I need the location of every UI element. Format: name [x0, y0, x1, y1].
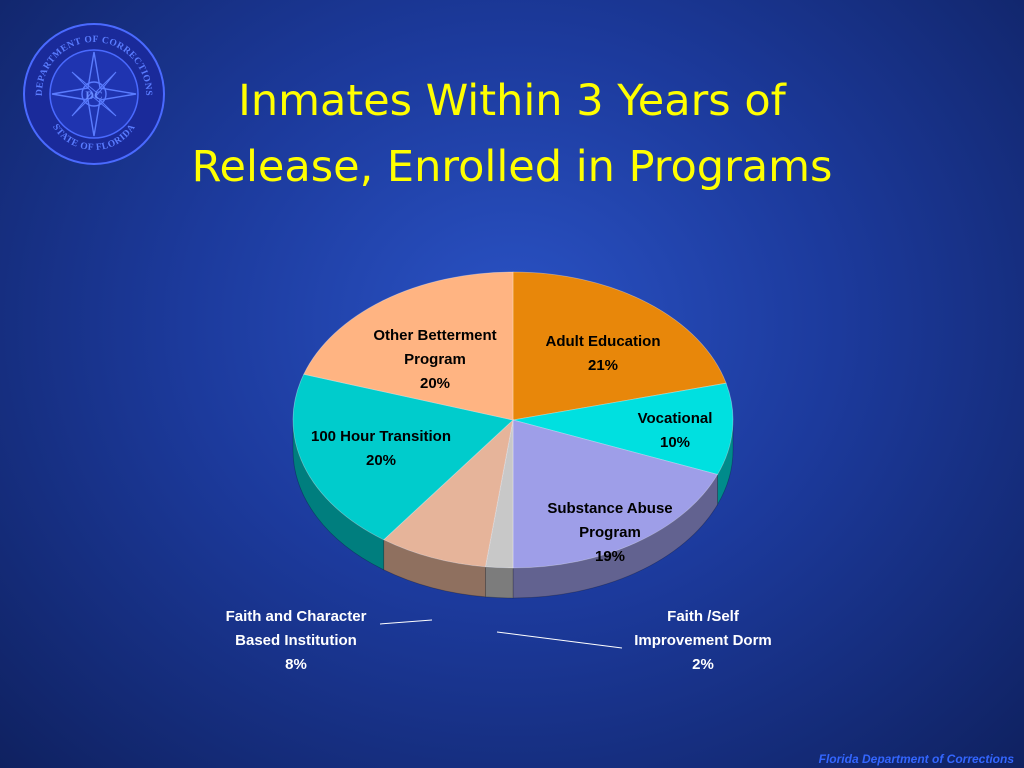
slice-name-label: Program — [404, 351, 466, 368]
department-seal: DC DEPARTMENT OF CORRECTIONS STATE OF FL… — [23, 23, 165, 165]
slice-value-label: 21% — [587, 357, 619, 374]
pie-slice-faith-and-character-based-institution — [382, 418, 514, 568]
leader-line-faith-self-improvement-dorm — [496, 631, 623, 649]
pie-side-walls — [292, 419, 734, 599]
footer-org-name: Florida Department of Corrections — [818, 752, 1014, 766]
slice-name-label: Based Institution — [235, 632, 357, 649]
pie-side-faith-self-improvement-dorm — [485, 566, 514, 599]
slice-label-adult-education: Adult Education 21% — [546, 330, 661, 378]
pie-slice-100-hour-transition — [292, 373, 514, 541]
slice-label-vocational: Vocational 10% — [638, 407, 713, 455]
slice-value-label: 2% — [692, 656, 714, 673]
pie-slice-substance-abuse-program — [512, 419, 719, 569]
slice-label-substance-abuse-program: Substance Abuse Program 19% — [547, 497, 672, 569]
slice-value-label: 8% — [285, 656, 307, 673]
slice-value-label: 10% — [659, 434, 691, 451]
compass-rose-icon — [51, 51, 137, 137]
slide-title: Inmates Within 3 Years of Release, Enrol… — [110, 68, 914, 200]
slice-name-label: Vocational — [637, 410, 713, 427]
pie-slices — [292, 271, 734, 569]
slice-label-other-betterment-program: Other Betterment Program 20% — [373, 324, 496, 396]
slice-name-label: Improvement Dorm — [634, 632, 772, 649]
slice-name-label: Adult Education — [545, 333, 661, 350]
slice-name-label: Faith and Character — [225, 608, 367, 625]
leader-line-faith-and-character-based-institution — [379, 619, 433, 625]
slice-value-label: 20% — [365, 452, 397, 469]
slide-title-line-2: Release, Enrolled in Programs — [191, 142, 833, 192]
slide-title-line-1: Inmates Within 3 Years of — [238, 76, 786, 126]
pie-leader-lines — [379, 619, 623, 649]
slice-value-label: 19% — [594, 548, 626, 565]
seal-monogram: DC — [85, 88, 102, 102]
pie-slice-other-betterment-program — [303, 271, 514, 421]
slice-value-label: 20% — [419, 375, 451, 392]
slice-name-label: Substance Abuse — [547, 500, 673, 517]
slice-label-100-hour-transition: 100 Hour Transition 20% — [311, 425, 451, 473]
slice-label-faith-self-improvement-dorm: Faith /Self Improvement Dorm 2% — [634, 605, 772, 677]
slice-name-label: Program — [579, 524, 641, 541]
slice-name-label: Faith /Self — [667, 608, 739, 625]
slice-name-label: Other Betterment — [373, 327, 497, 344]
pie-slice-adult-education — [512, 271, 727, 421]
pie-slice-faith-self-improvement-dorm — [484, 419, 514, 569]
slice-name-label: 100 Hour Transition — [310, 428, 452, 445]
slice-label-faith-and-character-based-institution: Faith and Character Based Institution 8% — [226, 605, 367, 677]
pie-slice-vocational — [512, 382, 734, 475]
